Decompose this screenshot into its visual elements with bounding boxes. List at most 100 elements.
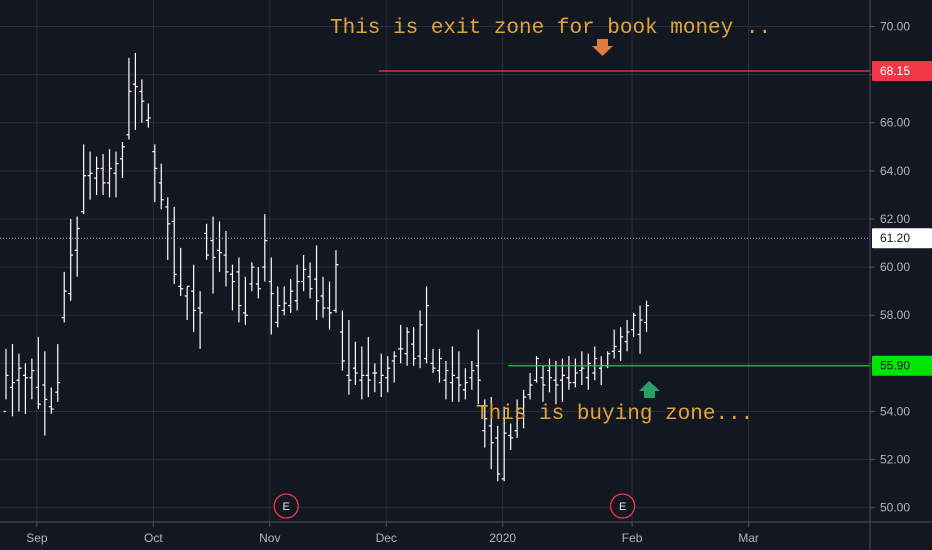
- ohlc-bar: [165, 197, 171, 260]
- y-tick-label: 50.00: [880, 501, 910, 515]
- ohlc-bar: [424, 286, 430, 364]
- x-tick-label: Feb: [622, 531, 643, 545]
- x-tick-label: Sep: [26, 531, 48, 545]
- y-tick-label: 62.00: [880, 212, 910, 226]
- x-tick-label: Nov: [259, 531, 280, 545]
- ohlc-bar: [178, 247, 184, 296]
- ohlc-bar: [139, 79, 145, 123]
- ohlc-bar: [585, 353, 591, 390]
- price-label-61.20: 61.20: [872, 228, 932, 249]
- x-tick-label: Mar: [738, 531, 759, 545]
- ohlc-bar: [288, 279, 294, 313]
- ohlc-bar: [55, 344, 61, 402]
- ohlc-bar: [320, 276, 326, 318]
- ohlc-bar: [411, 327, 417, 366]
- ohlc-bar: [87, 151, 93, 200]
- ohlc-bar: [495, 425, 501, 482]
- ohlc-bar: [352, 341, 358, 385]
- grid: [0, 0, 870, 522]
- ohlc-bar: [145, 103, 151, 128]
- ohlc-bar: [618, 327, 624, 361]
- ohlc-bar: [132, 52, 138, 130]
- ohlc-bar: [546, 358, 552, 393]
- price-label-text: 61.20: [880, 231, 910, 245]
- y-tick-label: 58.00: [880, 308, 910, 322]
- ohlc-bar: [61, 271, 67, 323]
- ohlc-bar: [372, 363, 378, 393]
- ohlc-bar: [385, 356, 391, 393]
- ohlc-bar: [462, 368, 468, 400]
- earnings-marker[interactable]: E: [273, 493, 299, 519]
- ohlc-bar: [430, 348, 436, 373]
- ohlc-bar: [119, 141, 125, 179]
- ohlc-bar: [631, 312, 637, 337]
- ohlc-bar: [242, 276, 248, 325]
- price-lines: [0, 70, 870, 367]
- x-tick-label: Oct: [144, 531, 163, 545]
- y-tick-label: 64.00: [880, 164, 910, 178]
- ohlc-bar: [294, 264, 300, 311]
- ohlc-bar: [126, 57, 132, 140]
- y-tick-label: 70.00: [880, 20, 910, 34]
- earnings-marker[interactable]: E: [610, 493, 636, 519]
- ohlc-bar: [275, 286, 281, 328]
- ohlc-bar: [527, 372, 533, 400]
- ohlc-bar: [359, 346, 365, 400]
- ohlc-bar: [339, 310, 345, 371]
- ohlc-bar: [637, 305, 643, 354]
- y-tick-label: 66.00: [880, 116, 910, 130]
- ohlc-bar: [307, 262, 313, 299]
- exit-zone-annotation: This is exit zone for book money ..: [330, 17, 771, 40]
- buy-zone-annotation: This is buying zone...: [476, 403, 753, 426]
- ohlc-bar: [68, 218, 74, 301]
- ohlc-bar: [404, 327, 410, 366]
- annotations: This is exit zone for book money .. This…: [330, 17, 771, 426]
- x-tick-label: 2020: [489, 531, 516, 545]
- ohlc-bar: [210, 216, 216, 294]
- price-label-text: 55.90: [880, 359, 910, 373]
- ohlc-bar: [113, 151, 119, 198]
- ohlc-bar: [191, 264, 197, 333]
- ohlc-bar: [107, 149, 113, 198]
- price-label-55.90: 55.90: [872, 355, 932, 376]
- ohlc-bar: [158, 163, 164, 210]
- ohlc-bar: [100, 154, 106, 195]
- ohlc-bar: [579, 351, 585, 385]
- ohlc-bar: [592, 346, 598, 381]
- ohlc-bar: [611, 329, 617, 359]
- ohlc-bar: [223, 231, 229, 287]
- ohlc-bar: [268, 257, 274, 335]
- ohlc-bar: [204, 223, 210, 260]
- ohlc-bar: [553, 360, 559, 405]
- ohlc-bar: [81, 144, 87, 215]
- ohlc-bar: [514, 399, 520, 438]
- ohlc-bar: [74, 216, 80, 277]
- ohlc-bar: [482, 399, 488, 448]
- ohlc-bar: [391, 351, 397, 383]
- ohlc-bar: [184, 285, 190, 321]
- ohlc-bar: [501, 406, 507, 482]
- ohlc-bar: [624, 320, 630, 352]
- ohlc-bar: [327, 281, 332, 330]
- ohlc-bar: [436, 348, 442, 383]
- price-label-bg: [872, 355, 932, 376]
- price-line-labels: 68.15 55.90 61.20: [872, 61, 932, 376]
- ohlc-bar: [35, 336, 41, 410]
- ohlc-bar: [378, 353, 384, 398]
- ohlc-bar: [398, 324, 404, 364]
- ohlc-bar: [572, 358, 578, 388]
- ohlc-bar: [346, 320, 352, 395]
- ohlc-bar: [262, 214, 268, 282]
- ohlc-bar: [281, 286, 287, 316]
- ohlc-bar: [443, 360, 449, 400]
- ohlc-bar: [333, 250, 339, 313]
- ohlc-bar: [29, 358, 35, 400]
- ohlc-bar: [456, 351, 462, 402]
- price-label-bg: [872, 61, 932, 82]
- ohlc-bar: [171, 206, 177, 284]
- ohlc-series: [3, 52, 650, 482]
- ohlc-bar: [42, 351, 48, 436]
